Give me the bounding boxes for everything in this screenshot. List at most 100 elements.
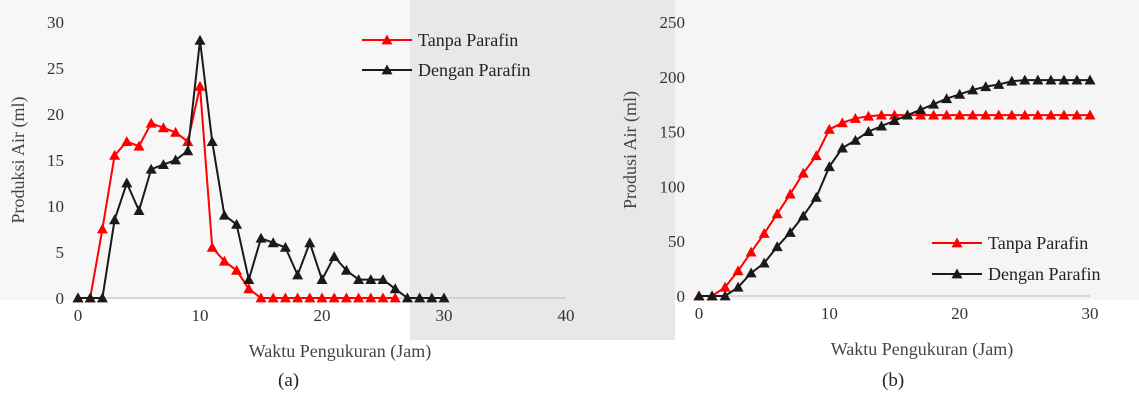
y-tick-label-a: 15 — [47, 151, 64, 170]
data-point-a-1 — [109, 149, 121, 160]
data-point-b-2 — [889, 115, 900, 126]
data-point-a-1 — [316, 292, 328, 303]
legend-marker-b-2 — [951, 268, 963, 279]
data-point-a-1 — [194, 80, 206, 91]
data-point-a-2 — [96, 292, 108, 303]
data-point-a-1 — [304, 292, 316, 303]
data-point-a-1 — [218, 255, 230, 266]
data-point-b-1 — [980, 109, 992, 120]
data-point-a-2 — [426, 292, 438, 303]
data-point-b-2 — [941, 93, 953, 104]
y-axis-title-a: Produksi Air (ml) — [8, 96, 29, 223]
data-point-a-2 — [365, 274, 377, 284]
data-point-b-2 — [810, 191, 822, 202]
data-point-a-2 — [353, 274, 365, 284]
data-point-b-1 — [993, 109, 1005, 120]
data-point-b-1 — [1019, 109, 1031, 120]
data-point-a-2 — [84, 292, 96, 303]
data-point-b-1 — [810, 150, 822, 161]
data-point-a-1 — [353, 292, 365, 303]
data-point-b-2 — [967, 84, 979, 95]
data-point-a-2 — [157, 159, 169, 169]
data-point-b-2 — [836, 142, 848, 153]
data-point-b-1 — [1032, 109, 1044, 120]
data-point-b-2 — [1071, 74, 1083, 85]
data-point-a-1 — [96, 223, 108, 234]
data-point-a-1 — [279, 292, 291, 303]
data-point-a-1 — [133, 140, 145, 151]
data-point-b-2 — [693, 290, 705, 301]
data-point-a-2 — [438, 292, 450, 303]
panel-label-a: (a) — [278, 370, 300, 391]
data-point-b-2 — [745, 267, 757, 278]
data-point-b-2 — [1032, 74, 1044, 85]
y-tick-label-a: 25 — [47, 59, 64, 78]
data-point-b-2 — [862, 126, 874, 136]
data-point-a-2 — [194, 34, 206, 45]
data-point-a-1 — [255, 292, 267, 303]
data-point-a-2 — [243, 274, 255, 284]
data-point-a-2 — [267, 237, 279, 248]
data-point-a-2 — [182, 145, 194, 156]
data-point-a-2 — [109, 214, 121, 225]
x-tick-label-a: 30 — [436, 306, 453, 325]
y-tick-label-b: 100 — [660, 177, 686, 196]
data-point-a-1 — [170, 126, 182, 137]
chart-a-svg: 0 5 10 15 20 25 30 0 10 20 30 40 Waktu Pengukuran (J… — [8, 13, 575, 362]
data-point-b-2 — [732, 281, 744, 292]
data-point-a-1 — [365, 292, 377, 303]
data-point-a-2 — [316, 274, 328, 284]
x-axis-title-b: Waktu Pengukuran (Jam) — [831, 339, 1014, 360]
data-point-b-2 — [797, 210, 809, 221]
data-point-b-2 — [771, 241, 783, 252]
x-tick-label-b: 0 — [695, 304, 704, 323]
chart-panel-a: 0 5 10 15 20 25 30 0 10 20 30 40 Waktu Pengukuran (J… — [8, 13, 575, 362]
x-tick-label-a: 0 — [74, 306, 83, 325]
data-point-b-1 — [732, 265, 744, 276]
data-point-b-1 — [849, 112, 861, 123]
data-point-b-1 — [1084, 109, 1096, 120]
panel-label-b: (b) — [882, 370, 905, 391]
data-point-a-2 — [328, 251, 340, 261]
data-point-a-1 — [267, 292, 279, 303]
data-point-a-1 — [206, 241, 218, 252]
data-point-a-1 — [121, 136, 133, 146]
y-tick-label-a: 20 — [47, 105, 64, 124]
x-tick-label-a: 20 — [314, 306, 331, 325]
y-tick-label-b: 250 — [660, 13, 686, 32]
data-point-a-1 — [328, 292, 340, 303]
data-point-a-2 — [401, 292, 413, 303]
data-point-b-2 — [758, 257, 770, 268]
data-point-b-1 — [836, 117, 848, 128]
chart-panel-b: 0 50 100 150 200 250 0 10 20 30 Waktu Pengukuran (… — [610, 0, 1139, 394]
x-tick-label-b: 20 — [951, 304, 968, 323]
data-point-a-2 — [377, 274, 389, 284]
data-point-b-1 — [823, 123, 835, 134]
data-point-b-1 — [1071, 109, 1083, 120]
data-point-b-2 — [849, 134, 861, 145]
data-point-b-1 — [797, 167, 809, 178]
data-point-a-2 — [231, 218, 243, 229]
legend-marker-a-2 — [381, 64, 393, 75]
data-point-b-2 — [1006, 75, 1018, 86]
data-point-a-2 — [72, 292, 84, 303]
y-tick-label-a: 0 — [56, 289, 65, 308]
data-point-b-1 — [889, 109, 900, 120]
data-point-b-2 — [954, 88, 966, 99]
data-point-b-1 — [928, 109, 940, 120]
data-point-b-2 — [1045, 74, 1057, 85]
data-point-b-1 — [1058, 109, 1070, 120]
y-axis-title-b: Produsi Air (ml) — [620, 91, 641, 209]
y-tick-label-a: 30 — [47, 13, 64, 32]
data-point-a-2 — [145, 163, 157, 174]
x-tick-label-a: 40 — [558, 306, 575, 325]
data-point-b-1 — [1006, 109, 1018, 120]
data-point-b-1 — [954, 109, 966, 120]
data-point-b-1 — [719, 281, 731, 292]
data-point-b-1 — [745, 246, 757, 257]
data-point-a-1 — [292, 292, 304, 303]
x-tick-label-a: 10 — [192, 306, 209, 325]
y-tick-label-b: 150 — [660, 123, 686, 142]
data-point-a-2 — [304, 237, 316, 248]
